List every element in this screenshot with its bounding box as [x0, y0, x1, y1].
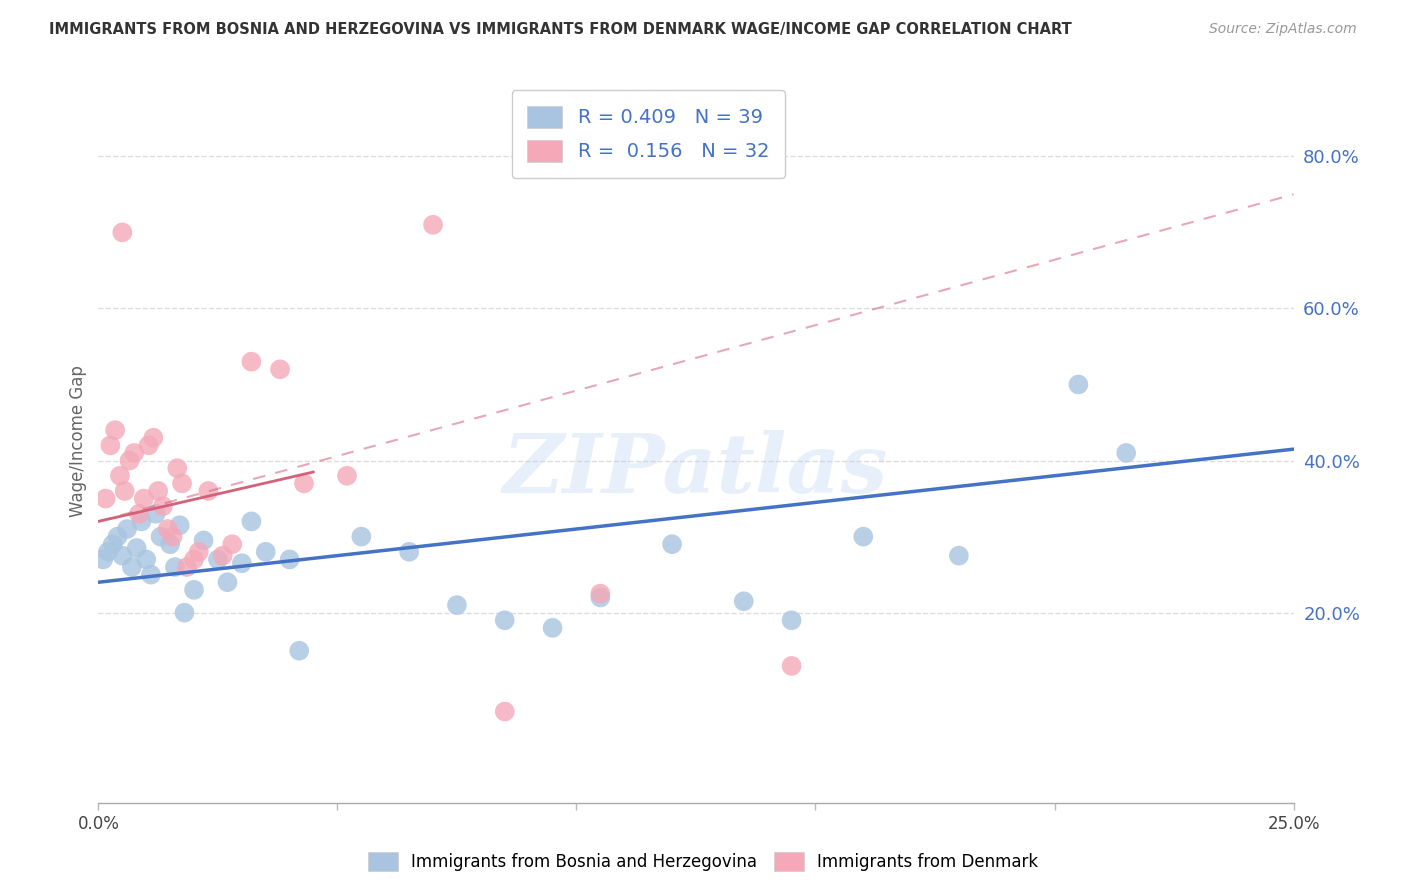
- Point: [1115, 446, 1137, 460]
- Point: [107, 530, 129, 544]
- Point: [111, 549, 134, 563]
- Point: [269, 362, 291, 376]
- Point: [422, 218, 444, 232]
- Point: [278, 552, 301, 566]
- Point: [494, 613, 516, 627]
- Point: [94, 491, 117, 506]
- Point: [149, 530, 172, 544]
- Legend: Immigrants from Bosnia and Herzegovina, Immigrants from Denmark: Immigrants from Bosnia and Herzegovina, …: [360, 843, 1046, 880]
- Point: [240, 515, 263, 529]
- Point: [159, 537, 181, 551]
- Point: [125, 541, 148, 555]
- Point: [115, 522, 138, 536]
- Point: [132, 491, 155, 506]
- Point: [152, 499, 174, 513]
- Point: [1067, 377, 1090, 392]
- Point: [135, 552, 157, 566]
- Point: [114, 483, 136, 498]
- Point: [183, 552, 205, 566]
- Point: [494, 705, 516, 719]
- Point: [733, 594, 755, 608]
- Point: [780, 613, 803, 627]
- Legend: R = 0.409   N = 39, R =  0.156   N = 32: R = 0.409 N = 39, R = 0.156 N = 32: [512, 90, 785, 178]
- Point: [231, 556, 253, 570]
- Point: [162, 530, 184, 544]
- Point: [128, 507, 150, 521]
- Point: [589, 591, 612, 605]
- Point: [104, 423, 127, 437]
- Point: [173, 606, 195, 620]
- Point: [221, 537, 243, 551]
- Point: [589, 587, 612, 601]
- Point: [169, 518, 191, 533]
- Point: [852, 530, 875, 544]
- Point: [288, 643, 311, 657]
- Point: [211, 549, 233, 563]
- Point: [91, 552, 114, 566]
- Text: ZIPatlas: ZIPatlas: [503, 431, 889, 510]
- Point: [780, 659, 803, 673]
- Text: IMMIGRANTS FROM BOSNIA AND HERZEGOVINA VS IMMIGRANTS FROM DENMARK WAGE/INCOME GA: IMMIGRANTS FROM BOSNIA AND HERZEGOVINA V…: [49, 22, 1071, 37]
- Point: [292, 476, 315, 491]
- Point: [111, 226, 134, 240]
- Point: [148, 483, 170, 498]
- Point: [163, 560, 186, 574]
- Point: [98, 438, 122, 452]
- Point: [139, 567, 162, 582]
- Point: [166, 461, 188, 475]
- Point: [131, 515, 153, 529]
- Point: [124, 446, 146, 460]
- Point: [183, 582, 205, 597]
- Point: [142, 431, 165, 445]
- Point: [240, 354, 263, 368]
- Point: [336, 468, 359, 483]
- Point: [197, 483, 219, 498]
- Point: [398, 545, 420, 559]
- Point: [138, 438, 160, 452]
- Point: [446, 598, 468, 612]
- Point: [121, 560, 143, 574]
- Y-axis label: Wage/Income Gap: Wage/Income Gap: [69, 366, 87, 517]
- Point: [217, 575, 239, 590]
- Point: [145, 507, 167, 521]
- Point: [661, 537, 683, 551]
- Point: [541, 621, 564, 635]
- Point: [101, 537, 124, 551]
- Point: [108, 468, 131, 483]
- Point: [97, 545, 120, 559]
- Point: [254, 545, 277, 559]
- Point: [207, 552, 229, 566]
- Point: [350, 530, 373, 544]
- Point: [948, 549, 970, 563]
- Point: [187, 545, 209, 559]
- Point: [193, 533, 215, 548]
- Point: [172, 476, 194, 491]
- Point: [156, 522, 179, 536]
- Text: Source: ZipAtlas.com: Source: ZipAtlas.com: [1209, 22, 1357, 37]
- Point: [176, 560, 198, 574]
- Point: [118, 453, 141, 467]
